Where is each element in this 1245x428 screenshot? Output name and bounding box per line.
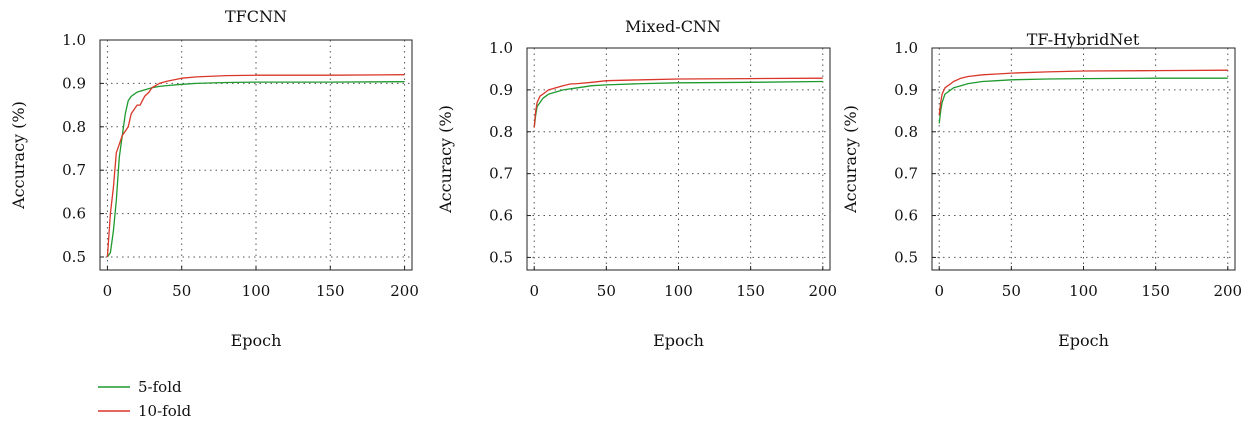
series-line-5-fold xyxy=(938,77,1228,124)
series-line-5-fold xyxy=(533,80,823,128)
y-tick-label: 1.0 xyxy=(62,31,86,49)
series-line-10-fold xyxy=(533,77,823,128)
y-tick-label: 0.5 xyxy=(894,248,918,266)
y-tick-label: 0.9 xyxy=(489,81,513,99)
x-tick-label: 150 xyxy=(316,282,345,300)
y-axis-label: Accuracy (%) xyxy=(9,101,28,210)
y-tick-label: 0.8 xyxy=(489,123,513,141)
x-tick-label: 200 xyxy=(808,282,837,300)
x-axis-label: Epoch xyxy=(653,331,704,350)
y-axis-label: Accuracy (%) xyxy=(436,105,455,214)
chart-panel-tfcnn: 0 50 100 150 200 0.5 0.6 0.7 0.8 0.9 1.0 TFCNN Epoch… xyxy=(9,7,419,350)
x-tick-label: 0 xyxy=(103,282,113,300)
y-tick-label: 0.8 xyxy=(62,118,86,136)
y-tick-label: 0.9 xyxy=(894,81,918,99)
y-tick-label: 0.7 xyxy=(489,165,513,183)
legend-label-10-fold: 10-fold xyxy=(138,402,192,420)
x-axis-label: Epoch xyxy=(1058,331,1109,350)
chart-panel-tf-hybridnet: 0 50 100 150 200 0.5 0.6 0.7 0.8 0.9 1.0 TF-HybridN… xyxy=(841,30,1242,350)
x-tick-label: 100 xyxy=(242,282,271,300)
x-tick-label: 50 xyxy=(597,282,616,300)
series-line-10-fold xyxy=(938,69,1228,116)
legend-label-5-fold: 5-fold xyxy=(138,378,182,396)
y-tick-label: 0.6 xyxy=(489,207,513,225)
y-tick-label: 1.0 xyxy=(894,39,918,57)
x-tick-label: 0 xyxy=(934,282,944,300)
x-tick-label: 150 xyxy=(1141,282,1170,300)
legend: 5-fold 10-fold xyxy=(98,378,192,420)
x-tick-label: 150 xyxy=(736,282,765,300)
chart-panel-mixed-cnn: 0 50 100 150 200 0.5 0.6 0.7 0.8 0.9 1.0 Mixed-CNN E… xyxy=(436,17,837,350)
chart-title: TF-HybridNet xyxy=(1027,30,1140,49)
y-axis-label: Accuracy (%) xyxy=(841,105,860,214)
chart-title: TFCNN xyxy=(225,7,287,26)
series-line-10-fold xyxy=(106,74,405,258)
y-tick-label: 0.8 xyxy=(894,123,918,141)
x-tick-label: 50 xyxy=(172,282,191,300)
x-axis-label: Epoch xyxy=(231,331,282,350)
x-tick-label: 50 xyxy=(1002,282,1021,300)
y-tick-label: 0.5 xyxy=(489,248,513,266)
x-tick-label: 0 xyxy=(529,282,539,300)
y-tick-label: 0.6 xyxy=(62,205,86,223)
x-tick-label: 100 xyxy=(664,282,693,300)
y-tick-label: 0.7 xyxy=(62,161,86,179)
x-tick-label: 200 xyxy=(390,282,419,300)
y-tick-label: 0.5 xyxy=(62,248,86,266)
x-tick-label: 200 xyxy=(1213,282,1242,300)
x-tick-label: 100 xyxy=(1069,282,1098,300)
y-tick-label: 1.0 xyxy=(489,39,513,57)
y-tick-label: 0.9 xyxy=(62,74,86,92)
series-line-5-fold xyxy=(106,81,405,258)
y-tick-label: 0.6 xyxy=(894,207,918,225)
chart-title: Mixed-CNN xyxy=(625,17,721,36)
y-tick-label: 0.7 xyxy=(894,165,918,183)
